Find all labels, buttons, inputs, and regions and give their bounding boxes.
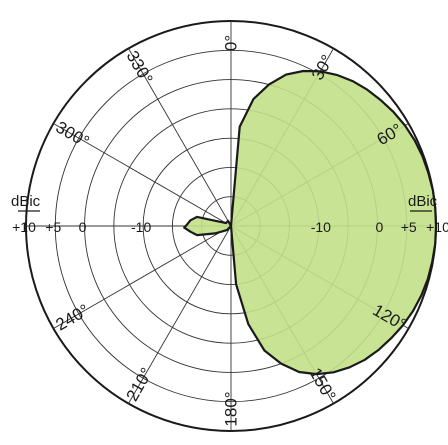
angle-label: 240° bbox=[53, 300, 93, 334]
angle-label: 0° bbox=[222, 35, 241, 51]
radiation-pattern bbox=[183, 69, 438, 376]
radial-label: 0 bbox=[79, 219, 87, 235]
radial-labels: +10 +10 +5 +5 0 0 -10 -10 bbox=[12, 219, 448, 235]
unit-label-left: dBic bbox=[11, 193, 41, 210]
radial-label: +5 bbox=[45, 219, 61, 235]
unit-label-right: dBic bbox=[408, 193, 438, 210]
angle-label: 300° bbox=[53, 117, 93, 151]
radial-label: 0 bbox=[376, 219, 384, 235]
angle-label: 180° bbox=[222, 391, 241, 426]
unit-labels: dBic dBic bbox=[11, 193, 438, 212]
radial-label: +10 bbox=[12, 219, 36, 235]
radial-label: +10 bbox=[426, 219, 448, 235]
radial-label: -10 bbox=[311, 219, 331, 235]
radial-label: -10 bbox=[131, 219, 151, 235]
angle-label: 210° bbox=[122, 365, 156, 405]
radial-label: +5 bbox=[401, 219, 417, 235]
angle-label: 330° bbox=[122, 48, 156, 88]
